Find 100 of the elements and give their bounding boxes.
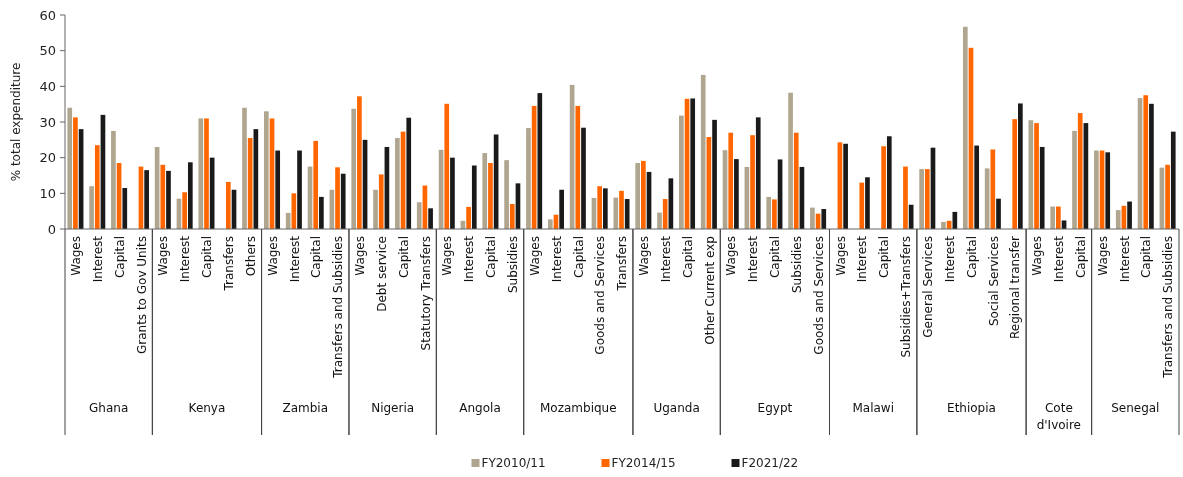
bar bbox=[843, 143, 848, 229]
x-tick-label: Other Current exp bbox=[702, 236, 717, 345]
y-tick-label: 30 bbox=[39, 114, 56, 130]
bar bbox=[275, 150, 281, 229]
x-tick-label: Interest bbox=[90, 235, 105, 283]
bar bbox=[378, 174, 384, 229]
x-tick-label: Statutory Transfers bbox=[418, 236, 433, 351]
bar bbox=[509, 204, 515, 229]
x-axis-title: Mozambique bbox=[540, 401, 617, 415]
bar bbox=[1105, 152, 1111, 229]
bar bbox=[225, 181, 231, 229]
x-tick-label: Capital bbox=[571, 236, 586, 279]
bar bbox=[793, 132, 799, 229]
legend-label: FY2014/15 bbox=[611, 456, 676, 470]
x-tick-label: Interest bbox=[1117, 235, 1132, 283]
bar bbox=[941, 221, 946, 229]
bar bbox=[1115, 210, 1121, 229]
x-tick-label: Transfers bbox=[615, 236, 630, 292]
bar bbox=[1094, 150, 1099, 229]
bar bbox=[1012, 119, 1018, 229]
x-tick-label: Capital bbox=[309, 236, 324, 279]
bar bbox=[351, 108, 357, 229]
bar bbox=[471, 165, 477, 229]
x-tick-label: Capital bbox=[396, 236, 411, 279]
bar bbox=[865, 177, 870, 229]
x-tick-label: Wages bbox=[353, 236, 368, 276]
bar bbox=[1149, 103, 1154, 229]
x-tick-label: Goods and Services bbox=[593, 236, 608, 355]
bar bbox=[690, 98, 696, 229]
bar bbox=[1050, 206, 1056, 229]
bar bbox=[766, 196, 772, 229]
bar bbox=[952, 211, 958, 229]
x-axis-title: Egypt bbox=[757, 401, 793, 415]
bar bbox=[526, 128, 531, 229]
bar bbox=[242, 107, 247, 229]
bar bbox=[504, 160, 509, 229]
bar bbox=[962, 26, 968, 229]
bar bbox=[1165, 164, 1170, 229]
x-tick-label: Interest bbox=[287, 235, 302, 283]
bar bbox=[357, 96, 362, 229]
bar bbox=[657, 212, 662, 229]
bar bbox=[406, 117, 412, 229]
legend-label: FY2010/11 bbox=[481, 456, 546, 470]
bar bbox=[313, 140, 319, 229]
bar bbox=[772, 199, 777, 229]
bar bbox=[444, 103, 450, 229]
bar bbox=[575, 105, 581, 229]
bar bbox=[395, 138, 400, 229]
bar bbox=[1039, 146, 1045, 229]
x-tick-label: Interest bbox=[549, 235, 564, 283]
bar bbox=[728, 132, 734, 229]
bar bbox=[635, 163, 640, 229]
bar bbox=[1034, 123, 1039, 229]
x-tick-label: Others bbox=[243, 236, 258, 277]
bar bbox=[919, 169, 924, 229]
x-tick-label: Interest bbox=[942, 235, 957, 283]
x-tick-label: Transfers and Subsidies bbox=[331, 236, 346, 379]
bar bbox=[263, 111, 269, 229]
bar bbox=[450, 157, 455, 229]
legend-label: F2021/22 bbox=[741, 456, 799, 470]
bar bbox=[89, 186, 94, 229]
x-tick-label: Wages bbox=[637, 236, 652, 276]
x-tick-label: Capital bbox=[1073, 236, 1088, 279]
bar bbox=[734, 159, 739, 229]
bar bbox=[1072, 130, 1077, 229]
bar bbox=[581, 127, 586, 229]
x-tick-label: Wages bbox=[440, 236, 455, 276]
x-tick-label: Transfers and Subsidies bbox=[1161, 236, 1176, 379]
x-tick-label: Wages bbox=[156, 236, 171, 276]
bar bbox=[297, 150, 302, 229]
bar bbox=[94, 145, 100, 229]
bar bbox=[1018, 103, 1023, 229]
bar bbox=[679, 115, 684, 229]
x-tick-label: Wages bbox=[724, 236, 739, 276]
x-tick-label: Interest bbox=[855, 235, 870, 283]
x-tick-label: Capital bbox=[1139, 236, 1154, 279]
y-axis-title: % total expenditure bbox=[9, 62, 23, 182]
x-tick-label: Wages bbox=[1095, 236, 1110, 276]
bar bbox=[537, 93, 543, 229]
bar bbox=[373, 189, 378, 229]
bar bbox=[198, 118, 204, 229]
x-tick-label: Goods and Services bbox=[811, 236, 826, 355]
x-axis-title: Zambia bbox=[282, 401, 329, 415]
bar bbox=[613, 197, 619, 229]
x-tick-label: Interest bbox=[178, 235, 193, 283]
x-tick-label: Capital bbox=[200, 236, 215, 279]
x-tick-label: Capital bbox=[964, 236, 979, 279]
bar bbox=[712, 119, 717, 229]
bar bbox=[788, 92, 793, 229]
bar bbox=[488, 163, 493, 229]
bar bbox=[996, 198, 1001, 229]
bar bbox=[319, 196, 324, 229]
bar bbox=[821, 209, 827, 229]
bar bbox=[1077, 113, 1083, 229]
bar bbox=[1170, 131, 1176, 229]
x-axis-title: Ethiopia bbox=[947, 401, 996, 415]
bar bbox=[111, 130, 116, 229]
x-tick-label: Capital bbox=[877, 236, 892, 279]
x-tick-label: Regional transfer bbox=[1008, 235, 1023, 339]
bar bbox=[1127, 201, 1132, 229]
